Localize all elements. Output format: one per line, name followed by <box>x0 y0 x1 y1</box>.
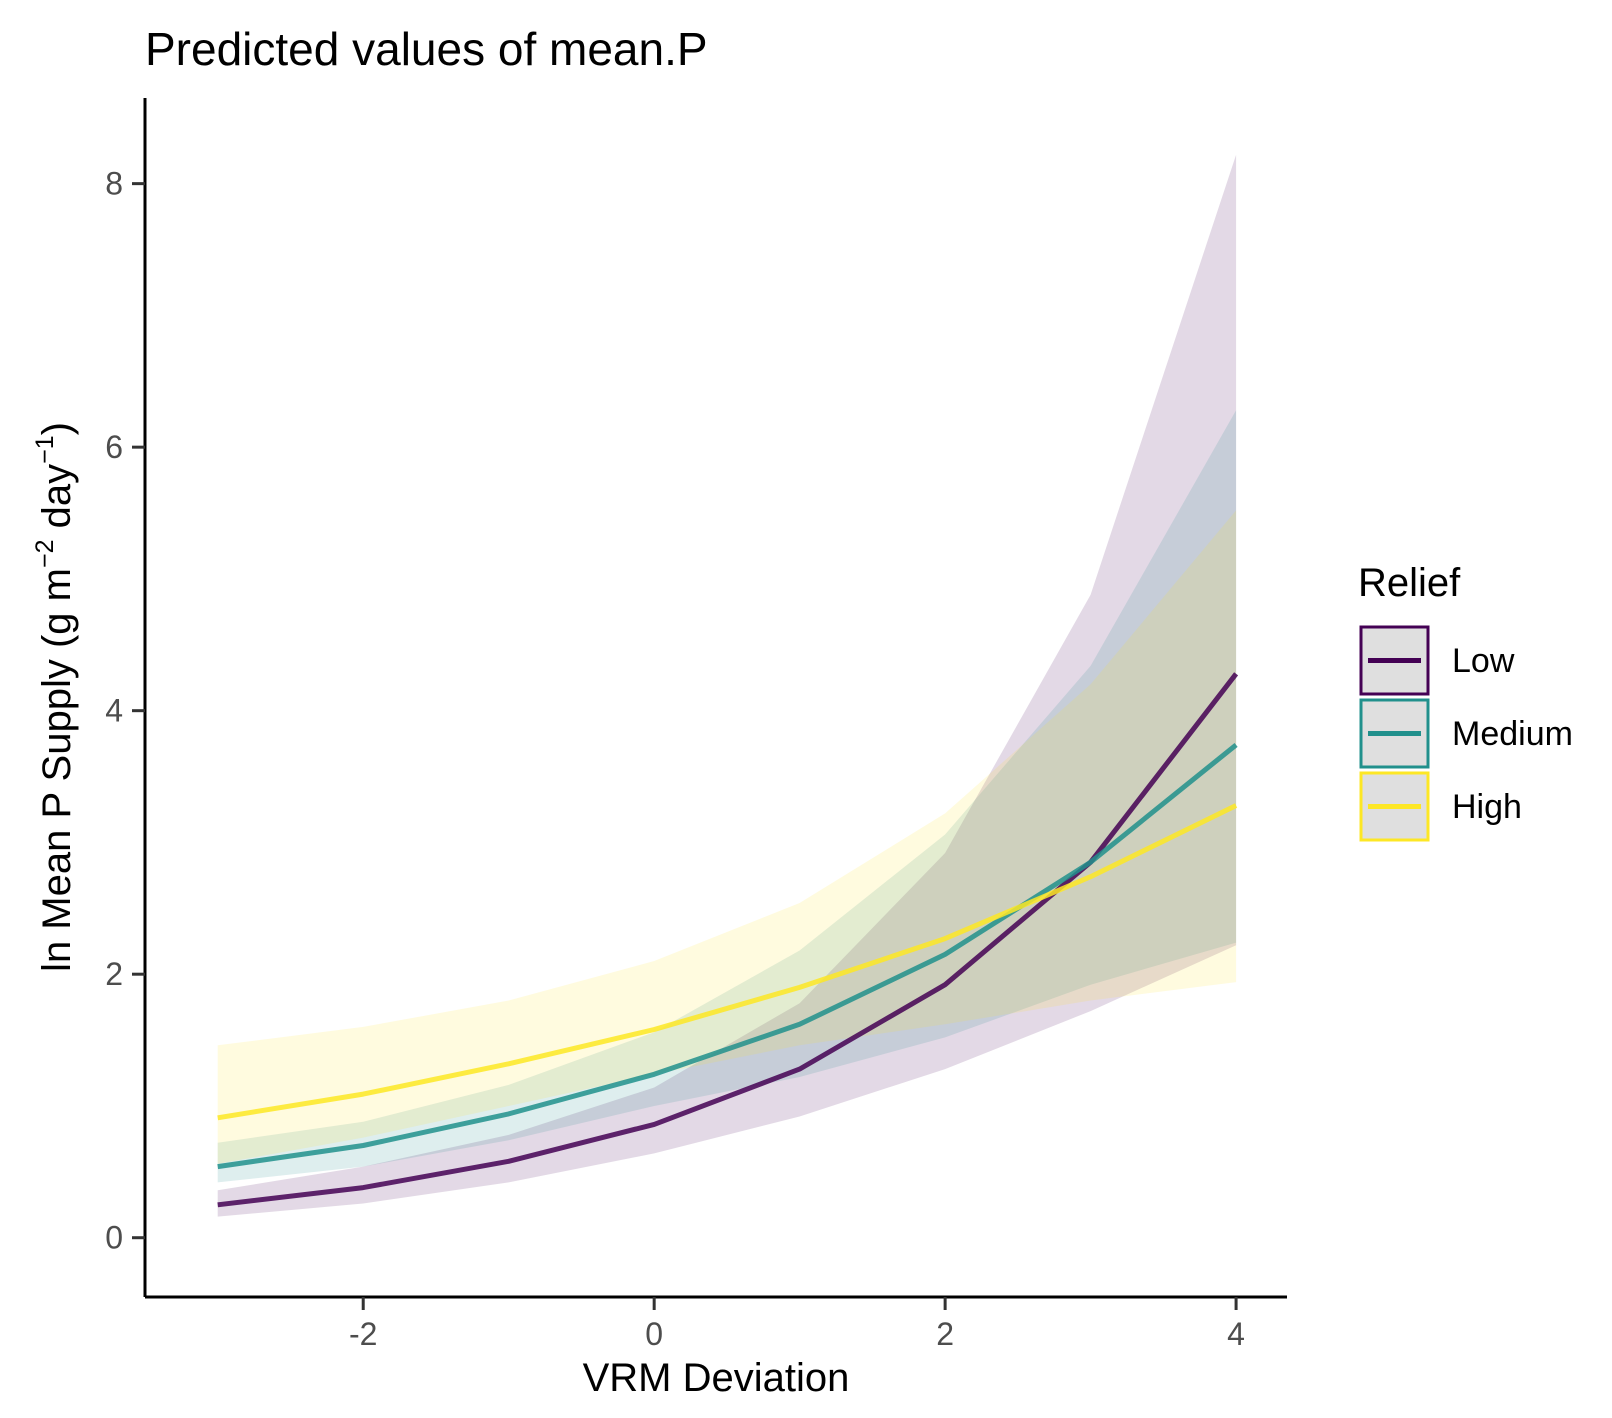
y-axis-ticks: 0 2 4 6 8 <box>105 166 145 1256</box>
legend-item-medium: Medium <box>1359 698 1573 769</box>
x-axis-title: VRM Deviation <box>583 1356 850 1400</box>
confidence-bands <box>217 154 1237 1217</box>
y-axis-title: ln Mean P Supply (g m−2 day−1) <box>31 422 79 972</box>
y-tick-label: 8 <box>105 166 123 202</box>
x-tick-label: 2 <box>936 1316 954 1352</box>
series-line-low <box>217 672 1239 1208</box>
y-tick-label: 2 <box>105 956 123 992</box>
legend-item-low: Low <box>1359 625 1515 696</box>
series-line-high <box>217 803 1238 1121</box>
legend-label-medium: Medium <box>1452 715 1573 753</box>
legend-item-high: High <box>1359 771 1522 842</box>
x-tick-label: 0 <box>645 1316 663 1352</box>
chart-title: Predicted values of mean.P <box>145 23 708 75</box>
legend-title: Relief <box>1358 561 1461 605</box>
x-tick-label: -2 <box>349 1316 377 1352</box>
legend-label-low: Low <box>1452 642 1515 680</box>
y-tick-label: 4 <box>105 693 123 729</box>
legend-label-high: High <box>1452 788 1522 826</box>
ci-band-high <box>217 510 1237 1164</box>
ci-band-medium <box>217 410 1237 1183</box>
x-axis-ticks: -2 0 2 4 <box>349 1297 1245 1352</box>
series-line-medium <box>217 742 1238 1170</box>
y-tick-label: 0 <box>105 1220 123 1256</box>
series-lines <box>217 672 1239 1208</box>
x-tick-label: 4 <box>1227 1316 1245 1352</box>
y-tick-label: 6 <box>105 429 123 465</box>
legend: Relief Low Medium High <box>1358 561 1573 842</box>
